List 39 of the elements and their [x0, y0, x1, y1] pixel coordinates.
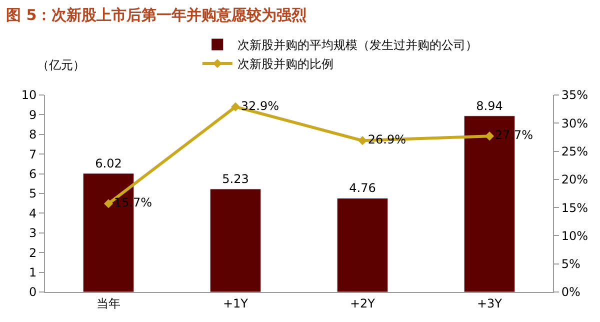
data-label: 4.76 — [349, 181, 376, 196]
y-tick-label: 5 — [28, 186, 37, 201]
y-tick-label: 8 — [28, 128, 37, 142]
y-tick-label: 10 — [21, 88, 37, 102]
x-tick-label: +2Y — [350, 296, 376, 310]
y2-tick-label: 0% — [561, 285, 580, 300]
y2-tick-label: 20% — [561, 172, 588, 187]
legend-label: 次新股并购的平均规模（发生过并购的公司） — [237, 38, 478, 52]
data-label: 26.9% — [368, 132, 406, 147]
data-label: 5.23 — [222, 172, 249, 186]
x-tick-label: +3Y — [476, 296, 503, 310]
bar — [210, 188, 262, 292]
y-axis-title: （亿元） — [37, 58, 85, 72]
y2-tick-label: 15% — [561, 200, 588, 215]
bar — [336, 198, 388, 292]
chart-title: 图 5：次新股上市后第一年并购意愿较为强烈 — [6, 6, 307, 24]
y-tick-label: 4 — [28, 206, 37, 220]
legend-label: 次新股并购的比例 — [237, 57, 334, 72]
x-tick-label: +1Y — [222, 296, 249, 310]
y2-tick-label: 35% — [561, 88, 588, 102]
point — [358, 136, 368, 146]
y2-tick-label: 10% — [561, 228, 588, 243]
y2-tick-label: 25% — [561, 144, 588, 158]
point — [104, 199, 114, 208]
y-tick-label: 7 — [28, 147, 37, 162]
y-tick-label: 0 — [28, 285, 37, 300]
y-tick-label: 1 — [28, 266, 37, 280]
y-tick-label: 3 — [28, 226, 37, 240]
point — [230, 102, 240, 112]
y-tick-label: 6 — [28, 167, 37, 181]
data-label: 32.9% — [240, 98, 279, 113]
y-tick-label: 2 — [28, 246, 37, 260]
y-tick-label: 9 — [28, 108, 37, 122]
y2-tick-label: 5% — [561, 257, 580, 272]
data-label: 8.94 — [476, 98, 503, 113]
data-label: 6.02 — [95, 156, 122, 170]
y2-tick-label: 30% — [561, 116, 588, 130]
point — [484, 132, 494, 141]
x-tick-label: 当年 — [96, 296, 120, 310]
